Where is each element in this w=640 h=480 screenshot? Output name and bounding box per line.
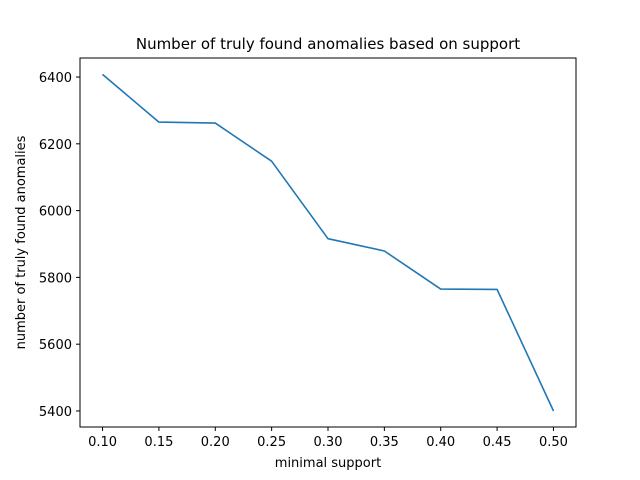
x-tick-label: 0.20 <box>201 435 230 450</box>
y-tick-label: 6000 <box>39 205 72 220</box>
x-tick-label: 0.50 <box>539 435 568 450</box>
y-axis-ticks: 5400 5600 5800 6000 6200 6400 <box>39 71 80 420</box>
x-tick-label: 0.30 <box>314 435 343 450</box>
x-tick-label: 0.15 <box>144 435 173 450</box>
x-tick-label: 0.25 <box>257 435 286 450</box>
x-tick-label: 0.10 <box>88 435 117 450</box>
x-tick-label: 0.45 <box>483 435 512 450</box>
y-tick-label: 5800 <box>39 271 72 286</box>
y-axis-label: number of truly found anomalies <box>14 135 29 349</box>
x-axis-label: minimal support <box>275 456 381 471</box>
series-line <box>101 73 555 412</box>
chart-title: Number of truly found anomalies based on… <box>136 35 520 53</box>
x-tick-label: 0.35 <box>370 435 399 450</box>
y-tick-label: 5400 <box>39 405 72 420</box>
x-tick-label: 0.40 <box>426 435 455 450</box>
y-tick-label: 5600 <box>39 338 72 353</box>
series-layer <box>101 73 555 412</box>
plot-area-frame <box>79 57 577 428</box>
y-tick-label: 6400 <box>39 71 72 86</box>
y-tick-label: 6200 <box>39 138 72 153</box>
x-axis-ticks: 0.10 0.15 0.20 0.25 0.30 0.35 0.40 0.45 0.50 <box>88 427 568 450</box>
